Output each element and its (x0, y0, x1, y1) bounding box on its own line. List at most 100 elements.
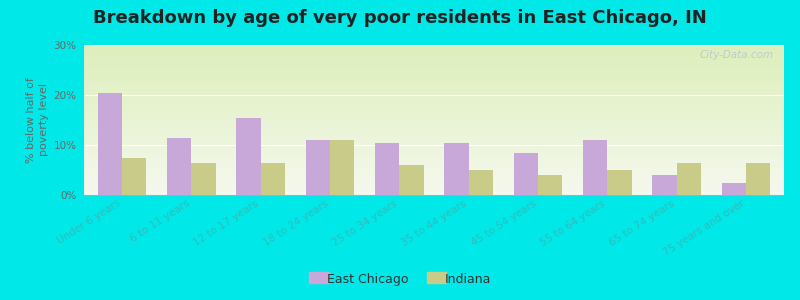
Bar (84, 93, 784, 94)
Bar (84, 167, 784, 168)
Bar (84, 106, 784, 108)
Bar (84, 90, 784, 92)
Bar (84, 138, 784, 140)
Text: 6 to 11 years: 6 to 11 years (128, 198, 191, 244)
Bar (84, 68, 784, 69)
Bar (237, 118, 261, 195)
Bar (84, 153, 784, 154)
Bar (84, 75, 784, 76)
Bar (84, 136, 784, 138)
Bar (84, 159, 784, 160)
Bar (84, 61, 784, 63)
Bar (84, 132, 784, 134)
Bar (84, 150, 784, 152)
Bar (84, 108, 784, 110)
Bar (84, 96, 784, 98)
Bar (84, 168, 784, 170)
Text: 12 to 17 years: 12 to 17 years (192, 198, 261, 247)
Bar (84, 123, 784, 124)
Bar (84, 189, 784, 190)
Bar (84, 165, 784, 166)
Bar (84, 162, 784, 164)
Legend: East Chicago, Indiana: East Chicago, Indiana (304, 268, 496, 291)
Bar (84, 114, 784, 116)
Bar (84, 103, 784, 105)
Bar (84, 111, 784, 112)
Bar (469, 170, 493, 195)
Bar (84, 78, 784, 80)
Bar (84, 94, 784, 96)
Bar (84, 64, 784, 66)
Bar (84, 177, 784, 178)
Text: 35 to 44 years: 35 to 44 years (400, 198, 469, 247)
Bar (84, 57, 784, 58)
Text: 65 to 74 years: 65 to 74 years (608, 198, 677, 247)
Bar (84, 120, 784, 122)
Bar (84, 188, 784, 189)
Text: Breakdown by age of very poor residents in East Chicago, IN: Breakdown by age of very poor residents … (93, 9, 707, 27)
Bar (84, 45, 784, 46)
Bar (84, 182, 784, 183)
Bar (84, 146, 784, 147)
Bar (84, 54, 784, 56)
Text: City-Data.com: City-Data.com (699, 50, 774, 59)
Bar (84, 66, 784, 68)
Bar (84, 172, 784, 174)
Bar (84, 51, 784, 52)
Bar (84, 88, 784, 90)
Bar (677, 163, 701, 195)
Bar (746, 163, 770, 195)
Bar (444, 142, 469, 195)
Bar (122, 158, 146, 195)
Bar (84, 70, 784, 72)
Bar (84, 52, 784, 54)
Bar (84, 81, 784, 82)
Bar (84, 148, 784, 150)
Bar (330, 140, 354, 195)
Bar (84, 134, 784, 135)
Text: 75 years and over: 75 years and over (661, 198, 746, 258)
Bar (84, 48, 784, 50)
Bar (84, 194, 784, 195)
Bar (167, 137, 191, 195)
Bar (84, 176, 784, 177)
Bar (84, 46, 784, 48)
Bar (84, 128, 784, 129)
Text: 45 to 54 years: 45 to 54 years (469, 198, 538, 247)
Bar (84, 169, 784, 171)
Bar (538, 175, 562, 195)
Bar (84, 92, 784, 93)
Bar (84, 130, 784, 132)
Bar (84, 154, 784, 156)
Bar (84, 85, 784, 87)
Bar (84, 110, 784, 111)
Text: 25 to 34 years: 25 to 34 years (330, 198, 399, 247)
Bar (84, 80, 784, 81)
Bar (84, 60, 784, 61)
Bar (306, 140, 330, 195)
Bar (84, 69, 784, 70)
Bar (84, 102, 784, 104)
Bar (84, 147, 784, 148)
Bar (84, 56, 784, 57)
Bar (98, 92, 122, 195)
Bar (191, 163, 216, 195)
Bar (514, 152, 538, 195)
Bar (722, 182, 746, 195)
Text: 18 to 24 years: 18 to 24 years (262, 198, 330, 247)
Bar (84, 140, 784, 141)
Bar (84, 99, 784, 100)
Bar (84, 190, 784, 192)
Bar (84, 105, 784, 106)
Bar (84, 180, 784, 182)
Bar (375, 142, 399, 195)
Bar (84, 141, 784, 142)
Bar (84, 192, 784, 194)
Bar (84, 152, 784, 153)
Bar (84, 116, 784, 117)
Bar (84, 84, 784, 86)
Bar (261, 163, 285, 195)
Bar (84, 50, 784, 51)
Bar (84, 122, 784, 123)
Bar (84, 112, 784, 114)
